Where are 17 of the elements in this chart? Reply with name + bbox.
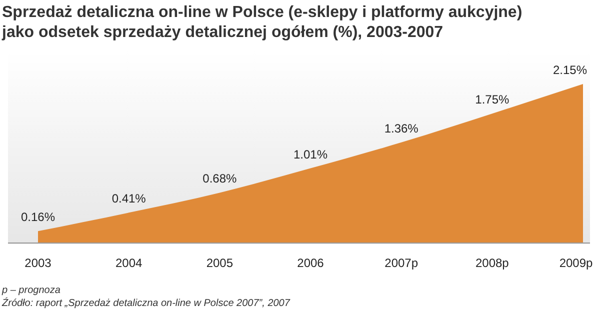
data-label: 0.68% xyxy=(202,172,238,186)
x-tick-label: 2005 xyxy=(206,256,234,270)
x-tick-label: 2008p xyxy=(475,256,510,270)
data-label: 2.15% xyxy=(552,63,588,77)
data-label: 1.01% xyxy=(293,147,328,162)
text: Źródło: raport „Sprzedaż detaliczna on-line w Polsce 2007”, 2007 xyxy=(1,297,290,309)
data-label: 0.16% xyxy=(20,210,56,224)
text: p – prognoza xyxy=(1,285,61,296)
chart-title: Sprzedaż detaliczna on-line w Polsce (e-sklepy i platformy aukcyjne) jako odsetek sprzedaży detalicznej ogółem (%), 2003-2007 xyxy=(1,4,522,41)
x-tick-label: 2007p xyxy=(384,256,418,270)
x-tick-label: 2004 xyxy=(115,256,143,270)
data-label: 1.36% xyxy=(384,121,419,136)
x-tick-label: 2003 xyxy=(24,256,52,270)
x-tick-label: 2009p xyxy=(559,256,594,270)
data-label: 1.75% xyxy=(475,92,510,107)
data-label: 0.41% xyxy=(112,192,146,206)
x-tick-label: 2006 xyxy=(297,256,324,270)
